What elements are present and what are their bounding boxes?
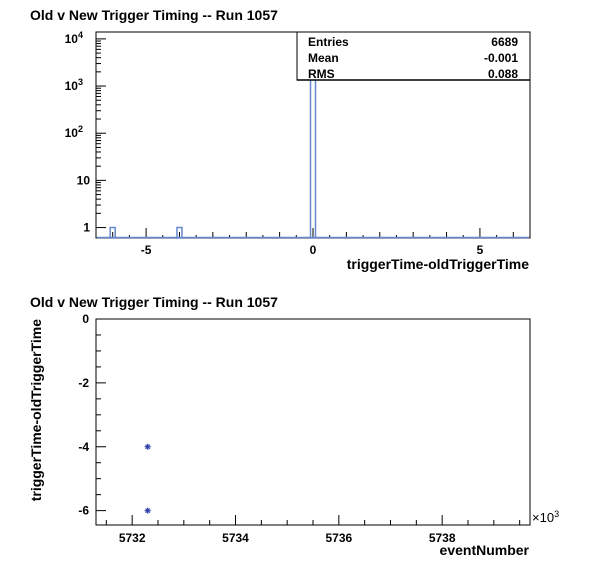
top-y-tick-label: 102: [65, 124, 83, 140]
bottom-x-tick-label: 5738: [429, 531, 456, 545]
top-y-tick-label: 10: [77, 173, 91, 187]
x-multiplier-label: ×103: [532, 509, 559, 525]
bottom-axis-labels: 5732 5734 5736 5738 0 -2 -4 -6: [78, 312, 456, 545]
bottom-axis-ticks: [96, 318, 521, 525]
bottom-y-axis-label: triggerTime-oldTriggerTime: [28, 319, 44, 502]
bottom-chart-title: Old v New Trigger Timing -- Run 1057: [30, 294, 278, 310]
top-chart-title: Old v New Trigger Timing -- Run 1057: [30, 7, 278, 23]
histogram-bar: [176, 226, 183, 239]
scatter-point: [144, 443, 151, 450]
top-x-axis-label: triggerTime-oldTriggerTime: [347, 256, 530, 272]
bottom-y-tick-label: -4: [78, 440, 89, 454]
bottom-plot-frame: [95, 318, 531, 526]
top-y-tick-label: 1: [83, 221, 90, 235]
stats-mean-label: Mean: [308, 51, 339, 65]
top-y-tick-label: 103: [65, 77, 83, 93]
bottom-x-tick-label: 5732: [119, 531, 146, 545]
stats-rms-value: 0.088: [488, 67, 518, 81]
top-x-tick-label: -5: [141, 243, 152, 257]
bottom-x-axis-label: eventNumber: [440, 542, 530, 558]
bottom-x-tick-label: 5734: [222, 531, 249, 545]
stats-box: Entries 6689 Mean -0.001 RMS 0.088: [296, 31, 531, 81]
top-x-tick-label: 5: [477, 243, 484, 257]
top-x-tick-label: 0: [310, 243, 317, 257]
bottom-x-tick-label: 5736: [325, 531, 352, 545]
scatter-point: [144, 507, 151, 514]
bottom-y-tick-label: 0: [82, 312, 89, 326]
top-y-tick-label: 104: [65, 30, 83, 46]
bottom-scatter-points: [144, 443, 151, 514]
stats-entries-label: Entries: [308, 35, 349, 49]
histogram-bar: [109, 226, 116, 239]
bottom-y-tick-label: -6: [78, 504, 89, 518]
stats-mean-value: -0.001: [484, 51, 518, 65]
bottom-y-tick-label: -2: [78, 376, 89, 390]
top-axis-labels: -5 0 5 1 10 102 103 104: [65, 30, 484, 257]
stats-rms-label: RMS: [308, 67, 335, 81]
stats-entries-value: 6689: [491, 35, 518, 49]
